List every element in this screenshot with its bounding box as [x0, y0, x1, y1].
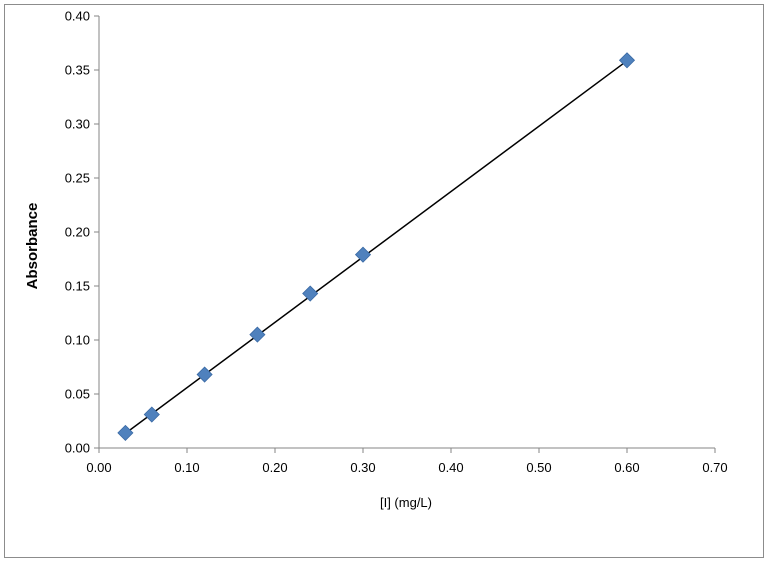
x-tick-label: 0.50 — [526, 460, 551, 475]
y-tick-label: 0.20 — [65, 225, 90, 240]
x-tick-label: 0.30 — [350, 460, 375, 475]
x-tick-label: 0.40 — [438, 460, 463, 475]
y-tick-label: 0.35 — [65, 63, 90, 78]
y-tick-label: 0.40 — [65, 9, 90, 24]
data-point — [249, 326, 266, 343]
y-tick-label: 0.30 — [65, 117, 90, 132]
y-tick-label: 0.05 — [65, 387, 90, 402]
y-tick-label: 0.15 — [65, 279, 90, 294]
y-tick-label: 0.00 — [65, 441, 90, 456]
data-point — [302, 285, 319, 302]
y-tick-label: 0.25 — [65, 171, 90, 186]
chart-frame — [4, 4, 764, 558]
data-points — [117, 52, 636, 441]
x-axis-title: [I] (mg/L) — [380, 495, 432, 510]
data-point — [196, 366, 213, 383]
data-point — [143, 406, 160, 423]
data-point — [618, 52, 636, 69]
y-axis-title: Absorbance — [24, 203, 41, 290]
data-point — [354, 246, 372, 263]
data-point — [117, 424, 134, 441]
x-tick-label: 0.60 — [614, 460, 639, 475]
x-tick-label: 0.20 — [262, 460, 287, 475]
x-tick-label: 0.10 — [174, 460, 199, 475]
x-tick-label: 0.00 — [86, 460, 111, 475]
x-tick-label: 0.70 — [702, 460, 727, 475]
axes: 0.00 0.05 0.10 0.15 0.20 0.25 0.30 0.35 0.40 0.00… — [65, 9, 728, 476]
y-tick-label: 0.10 — [65, 333, 90, 348]
